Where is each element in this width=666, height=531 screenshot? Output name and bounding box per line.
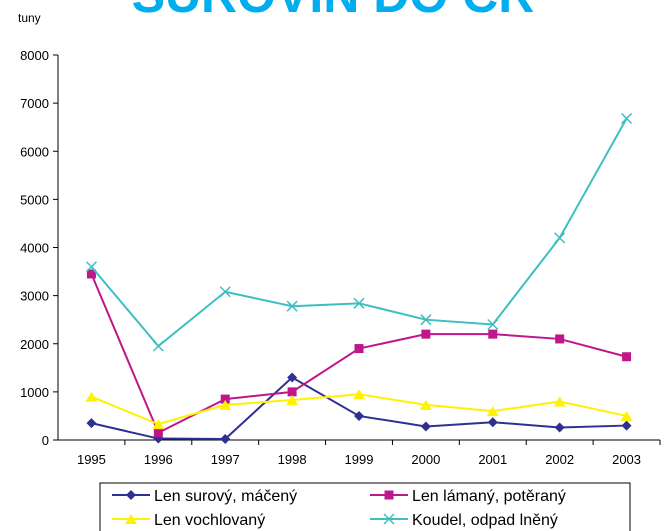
marker (620, 410, 633, 421)
x-tick-label: 2001 (478, 452, 507, 467)
marker (354, 410, 364, 421)
marker (554, 422, 565, 433)
marker (421, 329, 431, 339)
marker (287, 387, 297, 397)
marker (555, 334, 565, 344)
x-tick-label: 1999 (345, 452, 374, 467)
marker (420, 421, 431, 432)
x-tick-label: 1998 (278, 452, 307, 467)
y-tick-label: 0 (42, 433, 49, 448)
marker (287, 372, 298, 383)
marker (621, 112, 633, 125)
x-tick-label: 1996 (144, 452, 173, 467)
marker (286, 300, 298, 312)
marker (219, 286, 231, 298)
marker (85, 391, 98, 402)
marker (488, 329, 498, 339)
marker (219, 399, 232, 410)
y-tick-label: 1000 (20, 385, 49, 400)
y-tick-label: 6000 (20, 144, 49, 159)
marker (420, 314, 432, 326)
y-tick-label: 5000 (20, 192, 49, 207)
y-tick-label: 7000 (20, 96, 49, 111)
y-tick-label: 2000 (20, 337, 49, 352)
y-tick-label: 4000 (20, 241, 49, 256)
marker (353, 389, 365, 400)
y-tick-label: 3000 (20, 289, 49, 304)
marker (486, 406, 499, 417)
series-line (90, 118, 628, 348)
marker (419, 399, 432, 410)
marker (622, 352, 632, 362)
marker (621, 420, 632, 431)
marker (220, 394, 230, 404)
marker (152, 419, 165, 430)
marker (125, 514, 137, 524)
marker (354, 344, 364, 354)
chart-title: SUROVIN DO ČR (132, 0, 535, 23)
marker (126, 490, 136, 500)
x-tick-label: 1997 (211, 452, 240, 467)
marker (85, 261, 97, 273)
legend-label: Koudel, odpad lněný (412, 512, 558, 529)
marker (86, 269, 96, 279)
y-tick-label: 8000 (20, 48, 49, 63)
x-tick-label: 2002 (545, 452, 574, 467)
marker (554, 232, 566, 244)
marker (286, 395, 299, 406)
marker (353, 297, 365, 309)
marker (553, 396, 566, 407)
x-tick-label: 2000 (411, 452, 440, 467)
x-tick-label: 2003 (612, 452, 641, 467)
marker (487, 318, 499, 331)
legend-label: Len vochlovaný (154, 512, 265, 529)
legend-label: Len surový, máčený (154, 488, 297, 505)
marker (487, 417, 498, 428)
marker (86, 418, 97, 429)
x-tick-label: 1995 (77, 452, 106, 467)
series-line (91, 376, 627, 441)
series-line (90, 273, 627, 435)
y-axis-label: tuny (18, 11, 41, 25)
marker (383, 513, 395, 525)
marker (384, 490, 394, 500)
legend-box (99, 482, 631, 531)
marker (153, 428, 163, 438)
marker (152, 340, 164, 352)
legend-label: Len lámaný, potěraný (412, 488, 566, 505)
marker (220, 434, 231, 445)
